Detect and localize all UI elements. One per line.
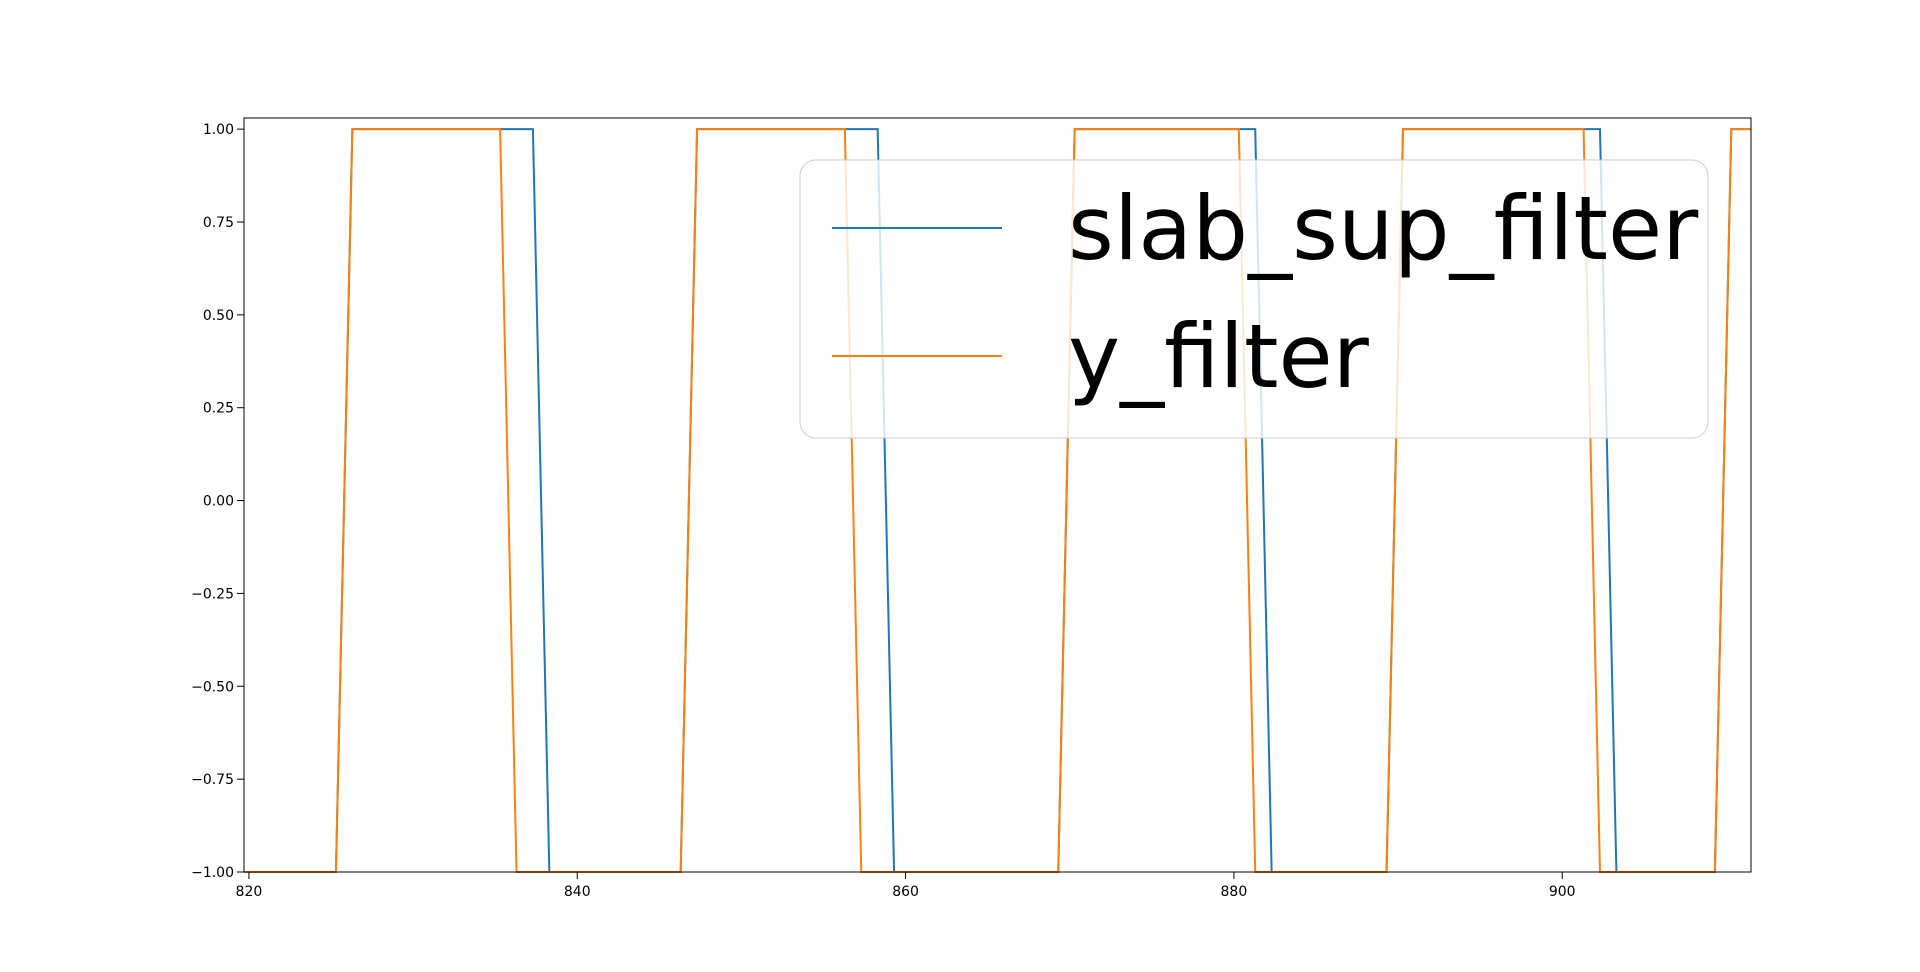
legend: slab_sup_filter y_filter [799, 159, 1709, 439]
y-tick-label: −1.00 [191, 865, 234, 881]
y-tick-label: 0.00 [203, 494, 234, 510]
legend-label-y-filter: y_filter [1068, 305, 1370, 408]
series-layer [244, 128, 1751, 873]
y-tick-label: −0.50 [191, 679, 234, 695]
y-tick-label: 0.50 [203, 308, 234, 324]
x-tick-label: 860 [892, 884, 919, 900]
y-tick-label: −0.75 [191, 772, 234, 788]
y-tick-label: −0.25 [191, 586, 234, 602]
x-tick-label: 880 [1221, 884, 1248, 900]
axes-frame [243, 117, 1752, 873]
x-tick-label: 900 [1549, 884, 1576, 900]
y-axis: 1.00 0.75 0.50 0.25 0.00 −0.25 −0.50 −0.75 −1.00 [191, 122, 244, 881]
legend-box [799, 159, 1709, 439]
x-tick-label: 820 [236, 884, 263, 900]
series-line-y-filter [244, 128, 1751, 873]
legend-label-slab-sup-filter: slab_sup_filter [1068, 177, 1699, 280]
y-tick-label: 0.75 [203, 215, 234, 231]
x-tick-label: 840 [564, 884, 591, 900]
x-axis: 820 840 860 880 900 [236, 872, 1576, 900]
y-tick-label: 0.25 [203, 401, 234, 417]
y-tick-label: 1.00 [203, 122, 234, 138]
